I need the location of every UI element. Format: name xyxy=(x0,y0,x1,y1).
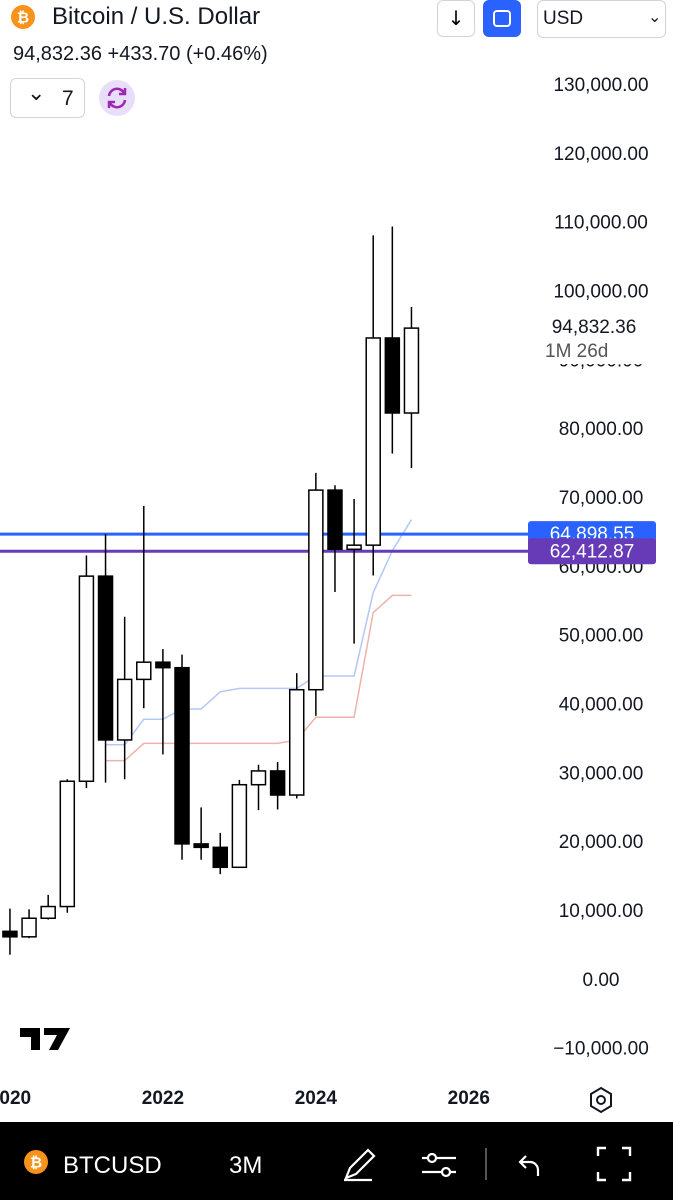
candle-body xyxy=(212,846,229,869)
chart: −10,000.00 0.00 10,000.00 20,000.00 30,000.0… xyxy=(0,75,666,1114)
currency: USD xyxy=(543,8,584,29)
price-label-text: 62,412.87 xyxy=(550,541,635,562)
symbol-title: Bitcoin / U.S. Dollar xyxy=(52,3,261,30)
candle-body xyxy=(193,843,209,849)
y-tick-label: 20,000.00 xyxy=(559,832,644,853)
indicator-count: 7 xyxy=(62,87,74,110)
currency-select[interactable]: USD ⌄ xyxy=(537,0,666,38)
layout-button[interactable] xyxy=(483,0,521,37)
x-tick-label: 2022 xyxy=(142,1088,184,1109)
toolbar-icons xyxy=(344,1146,632,1182)
sync-button[interactable] xyxy=(98,79,136,117)
price-line: 94,832.36 +433.70 (+0.46%) xyxy=(13,43,268,66)
symbol[interactable]: BTCUSD xyxy=(63,1152,162,1179)
price: 94,832.36 xyxy=(13,43,102,65)
y-tick-label: 10,000.00 xyxy=(559,901,644,922)
draw-icon[interactable] xyxy=(344,1148,376,1182)
y-tick-label: 50,000.00 xyxy=(559,626,644,647)
svg-text:₿: ₿ xyxy=(30,1154,42,1172)
settings-icon[interactable] xyxy=(590,1086,612,1114)
y-tick-label: 70,000.00 xyxy=(559,488,644,509)
candle-body xyxy=(384,337,401,414)
candle-countdown: 1M 26d xyxy=(545,341,608,362)
bitcoin-icon: ₿ xyxy=(11,5,35,29)
change: +433.70 (+0.46%) xyxy=(107,43,268,65)
y-tick-label: 110,000.00 xyxy=(554,213,648,234)
y-tick-label: 120,000.00 xyxy=(553,144,648,165)
logo xyxy=(20,1028,70,1050)
candle-body xyxy=(21,917,37,938)
undo-icon[interactable] xyxy=(518,1155,540,1176)
candle-body xyxy=(250,770,267,786)
last-price-label: 94,832.36 xyxy=(552,317,637,338)
candle-body xyxy=(97,575,114,741)
candle-body xyxy=(59,780,76,908)
last-price-box xyxy=(536,314,666,365)
candle-body xyxy=(346,544,362,551)
y-tick-label: 30,000.00 xyxy=(559,763,644,784)
candle-body xyxy=(365,337,381,546)
plot-area: −10,000.00 0.00 10,000.00 20,000.00 30,000.0… xyxy=(0,75,649,1109)
candle-body xyxy=(174,666,190,845)
fullscreen-icon[interactable] xyxy=(596,1146,632,1182)
y-tick-label: 80,000.00 xyxy=(559,419,644,440)
price-label: 62,412.87 xyxy=(528,538,656,565)
candle-body xyxy=(2,930,18,938)
settings-sliders-icon[interactable] xyxy=(422,1152,456,1178)
interval[interactable]: 3M xyxy=(229,1152,263,1179)
y-tick-label: 0.00 xyxy=(583,970,620,991)
indicators-toggle[interactable]: ⌄ 7 xyxy=(10,78,85,118)
svg-text:₿: ₿ xyxy=(17,9,29,27)
bottom-toolbar: ₿ BTCUSD 3M xyxy=(0,1122,673,1200)
candle-body xyxy=(308,489,324,691)
y-tick-label: 40,000.00 xyxy=(559,695,644,716)
candle-body xyxy=(231,783,248,869)
y-tick-label: 130,000.00 xyxy=(553,75,648,96)
chevron: ⌄ xyxy=(27,81,46,106)
settings-icon-center xyxy=(596,1095,606,1105)
indicator-line xyxy=(105,594,412,762)
x-tick-label: 2024 xyxy=(295,1088,338,1109)
candle-body xyxy=(136,661,152,681)
candle-body xyxy=(403,327,420,414)
candle-body xyxy=(40,905,56,919)
y-tick-label: −10,000.00 xyxy=(553,1039,649,1060)
chevron: ⌄ xyxy=(648,9,662,26)
candle-body xyxy=(155,661,171,669)
indicator-line xyxy=(105,519,413,746)
bitcoin-icon: ₿ xyxy=(24,1150,48,1174)
candle-body xyxy=(78,575,95,783)
price-label-box xyxy=(528,538,656,565)
candle-body xyxy=(116,678,133,741)
candle-body xyxy=(327,489,343,551)
candle-body xyxy=(269,770,286,796)
download-button[interactable]: ↓ xyxy=(437,0,475,37)
y-tick-label: 100,000.00 xyxy=(553,282,648,303)
x-tick-label: 2026 xyxy=(448,1088,490,1109)
candle-body xyxy=(288,688,305,796)
